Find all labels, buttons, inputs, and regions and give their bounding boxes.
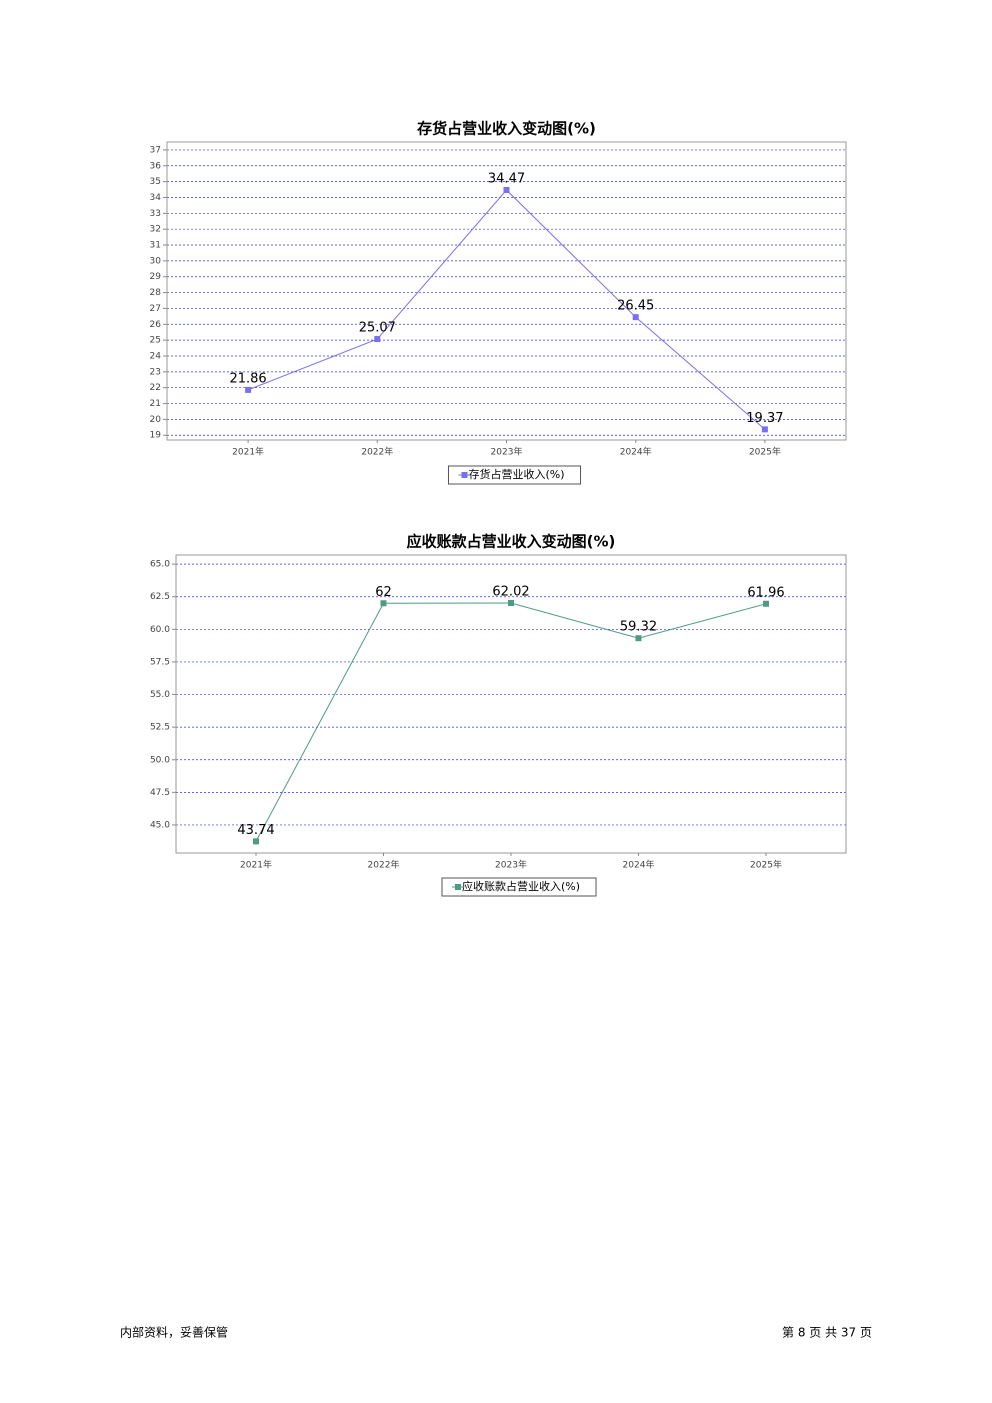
x-tick-label: 2022年 — [361, 446, 393, 458]
y-tick-label: 25 — [150, 336, 161, 346]
value-label: 19.37 — [746, 411, 783, 426]
value-label: 21.86 — [229, 371, 266, 386]
y-tick-label: 20 — [150, 415, 162, 425]
chart-title: 存货占营业收入变动图(%) — [417, 120, 596, 138]
value-label: 26.45 — [617, 299, 654, 314]
plot-frame — [175, 554, 847, 854]
y-tick-label: 30 — [150, 256, 162, 266]
y-tick-label: 27 — [150, 304, 161, 314]
legend-box — [441, 877, 597, 897]
y-tick-label: 65.0 — [150, 560, 170, 570]
x-tick-label: 2023年 — [491, 446, 523, 458]
y-tick-label: 34 — [150, 193, 162, 203]
footer-left: 内部资料，妥善保管 — [120, 1325, 228, 1340]
y-tick-label: 47.5 — [150, 788, 170, 798]
x-tick-label: 2025年 — [749, 446, 781, 458]
legend-label: 应收账款占营业收入(%) — [462, 879, 580, 893]
y-tick-label: 35 — [150, 177, 161, 187]
x-tick-label: 2022年 — [368, 859, 400, 871]
y-tick-label: 55.0 — [150, 690, 170, 700]
value-label: 34.47 — [488, 172, 525, 187]
y-tick-label: 19 — [150, 431, 162, 441]
y-tick-label: 45.0 — [150, 820, 170, 830]
legend-box — [447, 465, 582, 485]
legend-label: 存货占营业收入(%) — [468, 467, 564, 481]
y-tick-label: 29 — [150, 272, 162, 282]
y-tick-label: 50.0 — [150, 755, 170, 765]
y-tick-label: 24 — [150, 351, 162, 361]
y-tick-label: 57.5 — [150, 657, 170, 667]
x-tick-label: 2025年 — [750, 859, 782, 871]
chart-title: 应收账款占营业收入变动图(%) — [407, 533, 616, 551]
point — [763, 600, 769, 607]
value-label: 62 — [375, 585, 392, 600]
legend-marker — [461, 472, 468, 478]
series-line — [255, 602, 767, 842]
point — [253, 838, 259, 845]
series-line — [247, 189, 766, 430]
y-tick-label: 37 — [150, 145, 161, 155]
y-tick-label: 33 — [150, 209, 161, 219]
x-tick-label: 2021年 — [232, 446, 264, 458]
point — [374, 336, 381, 343]
point — [503, 187, 510, 194]
value-label: 62.02 — [492, 584, 529, 599]
point — [380, 600, 387, 607]
value-label: 59.32 — [620, 620, 657, 635]
y-tick-label: 28 — [150, 288, 162, 298]
y-tick-label: 31 — [150, 241, 161, 251]
y-tick-label: 23 — [150, 367, 161, 377]
legend-marker — [454, 884, 461, 890]
point — [508, 599, 514, 606]
x-tick-label: 2024年 — [623, 859, 655, 871]
y-tick-label: 21 — [150, 399, 161, 409]
y-tick-label: 60.0 — [150, 625, 170, 635]
y-tick-label: 36 — [150, 161, 162, 171]
y-tick-label: 62.5 — [150, 592, 170, 602]
value-label: 61.96 — [747, 585, 784, 600]
x-tick-label: 2024年 — [620, 446, 652, 458]
y-tick-label: 52.5 — [150, 723, 170, 733]
point — [245, 386, 252, 393]
point — [635, 635, 642, 642]
y-tick-label: 26 — [150, 320, 162, 330]
value-label: 43.74 — [237, 823, 274, 838]
x-tick-label: 2021年 — [240, 859, 272, 871]
x-tick-label: 2023年 — [495, 859, 527, 871]
point — [632, 314, 639, 321]
point — [761, 426, 768, 433]
y-tick-label: 32 — [150, 225, 161, 235]
y-tick-label: 22 — [150, 383, 161, 393]
value-label: 25.07 — [359, 321, 396, 336]
footer-right: 第 8 页 共 37 页 — [782, 1326, 872, 1340]
plot-frame — [166, 141, 847, 441]
